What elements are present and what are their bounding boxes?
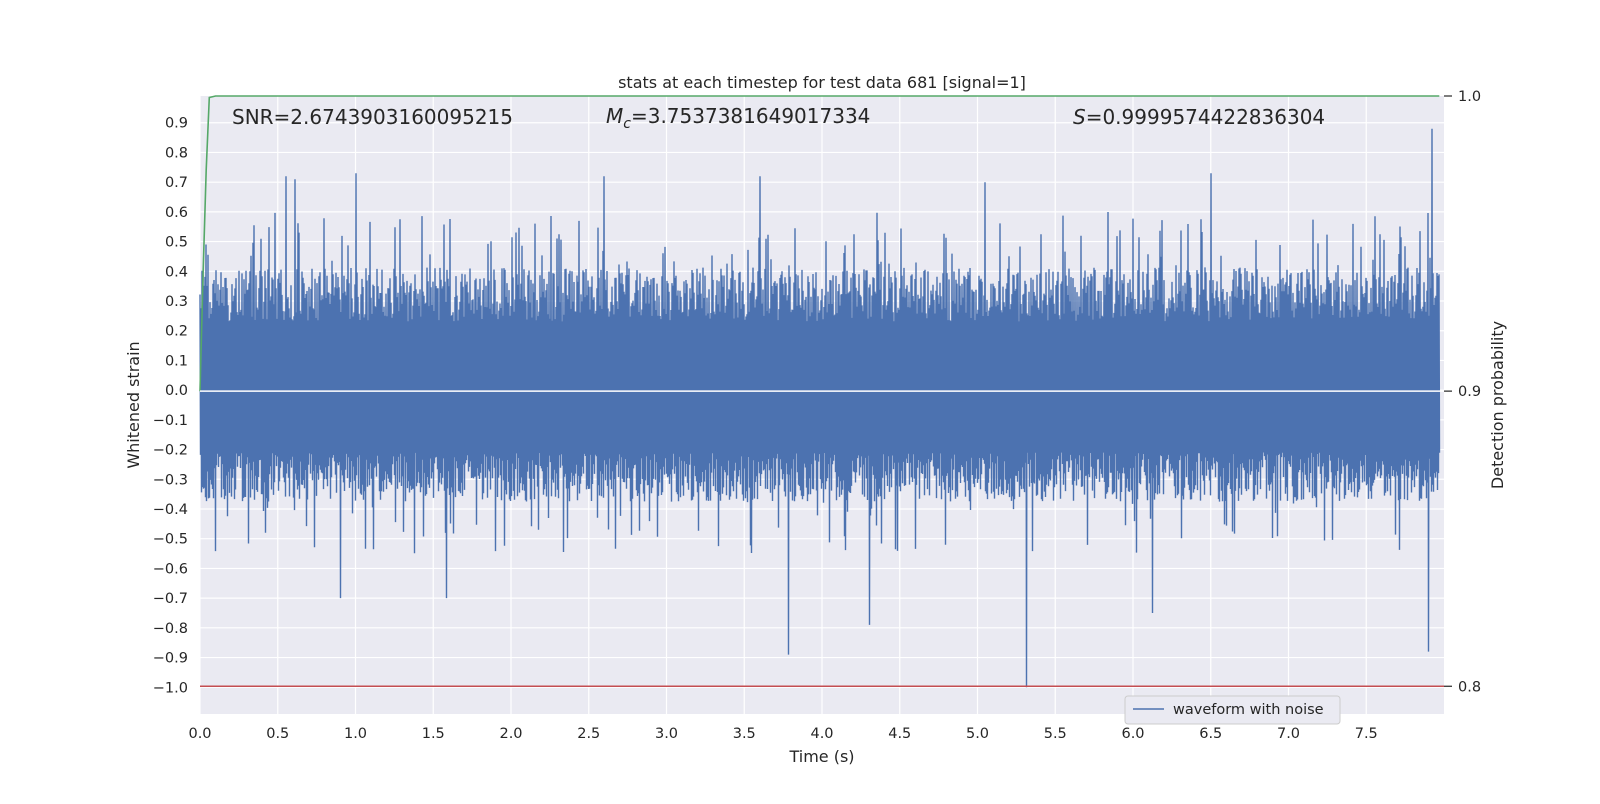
- annotation-snr: SNR=2.6743903160095215: [232, 105, 513, 129]
- legend: waveform with noise: [1124, 695, 1341, 725]
- x-tick-label: 6.5: [1199, 726, 1222, 742]
- x-tick-label: 4.5: [888, 726, 911, 742]
- x-axis-ticks: 0.0 0.5 1.0 1.5 2.0 2.5 3.0 3.5 4.0 4.5 5.0 5.5 6.0 6…: [188, 726, 1377, 742]
- y-tick-label: 0.9: [165, 116, 188, 132]
- y2-tick-label: 1.0: [1458, 89, 1481, 105]
- y-tick-label: 0.0: [165, 383, 188, 399]
- x-tick-label: 0.0: [188, 726, 211, 742]
- y-tick-label: −0.5: [153, 532, 188, 548]
- y-tick-label: −0.3: [153, 472, 188, 488]
- x-tick-label: 3.0: [655, 726, 678, 742]
- y2-axis-label: Detection probability: [1488, 321, 1507, 489]
- y2-axis-ticks: 1.0 0.9 0.8: [1444, 89, 1481, 695]
- y-tick-label: 0.4: [165, 264, 188, 280]
- y2-tick-label: 0.9: [1458, 384, 1481, 400]
- y-axis-label: Whitened strain: [124, 341, 143, 468]
- series-waveform-with-noise: [199, 128, 1441, 688]
- y-tick-label: 0.2: [165, 324, 188, 340]
- x-axis-label: Time (s): [788, 747, 854, 766]
- annotation-chirp-mass-subscript: c: [623, 116, 631, 132]
- series-layer: [199, 95, 1444, 688]
- annotation-chirp-mass: Mc=3.7537381649017334: [606, 104, 870, 132]
- y-axis-ticks: 0.9 0.8 0.7 0.6 0.5 0.4 0.3 0.2 0.1 0.0 −0.1 −0.2 −0…: [153, 116, 188, 697]
- y-tick-label: −1.0: [153, 680, 188, 696]
- y-tick-label: −0.9: [153, 651, 188, 667]
- x-tick-label: 7.0: [1277, 726, 1300, 742]
- y-tick-label: −0.2: [153, 443, 188, 459]
- y-tick-label: 0.5: [165, 235, 188, 251]
- chart-title: stats at each timestep for test data 681…: [618, 73, 1026, 92]
- x-tick-label: 3.5: [733, 726, 756, 742]
- y-tick-label: −0.6: [153, 561, 188, 577]
- annotation-s-value: =0.9999574422836304: [1086, 105, 1325, 129]
- x-tick-label: 2.5: [577, 726, 600, 742]
- y-tick-label: 0.3: [165, 294, 188, 310]
- y-tick-label: 0.1: [165, 353, 188, 369]
- x-tick-label: 2.0: [499, 726, 522, 742]
- x-tick-label: 7.5: [1355, 726, 1378, 742]
- x-tick-label: 6.0: [1121, 726, 1144, 742]
- legend-box: [1124, 695, 1341, 725]
- y-tick-label: −0.8: [153, 621, 188, 637]
- y-tick-label: 0.8: [165, 145, 188, 161]
- x-tick-label: 1.0: [344, 726, 367, 742]
- y-tick-label: 0.6: [165, 205, 188, 221]
- annotation-chirp-mass-value: =3.7537381649017334: [631, 104, 870, 128]
- annotation-s: S=0.9999574422836304: [1073, 105, 1325, 129]
- legend-label: waveform with noise: [1173, 702, 1324, 718]
- y2-tick-label: 0.8: [1458, 679, 1481, 695]
- x-tick-label: 5.0: [966, 726, 989, 742]
- annotation-chirp-mass-symbol: M: [606, 104, 623, 128]
- x-tick-label: 1.5: [422, 726, 445, 742]
- y-tick-label: −0.1: [153, 413, 188, 429]
- annotation-s-symbol: S: [1073, 105, 1086, 129]
- x-tick-label: 4.0: [810, 726, 833, 742]
- y-tick-label: −0.7: [153, 591, 188, 607]
- y-tick-label: −0.4: [153, 502, 188, 518]
- y-tick-label: 0.7: [165, 175, 188, 191]
- x-tick-label: 0.5: [266, 726, 289, 742]
- series-detection-probability: [199, 95, 1440, 392]
- x-tick-label: 5.5: [1044, 726, 1067, 742]
